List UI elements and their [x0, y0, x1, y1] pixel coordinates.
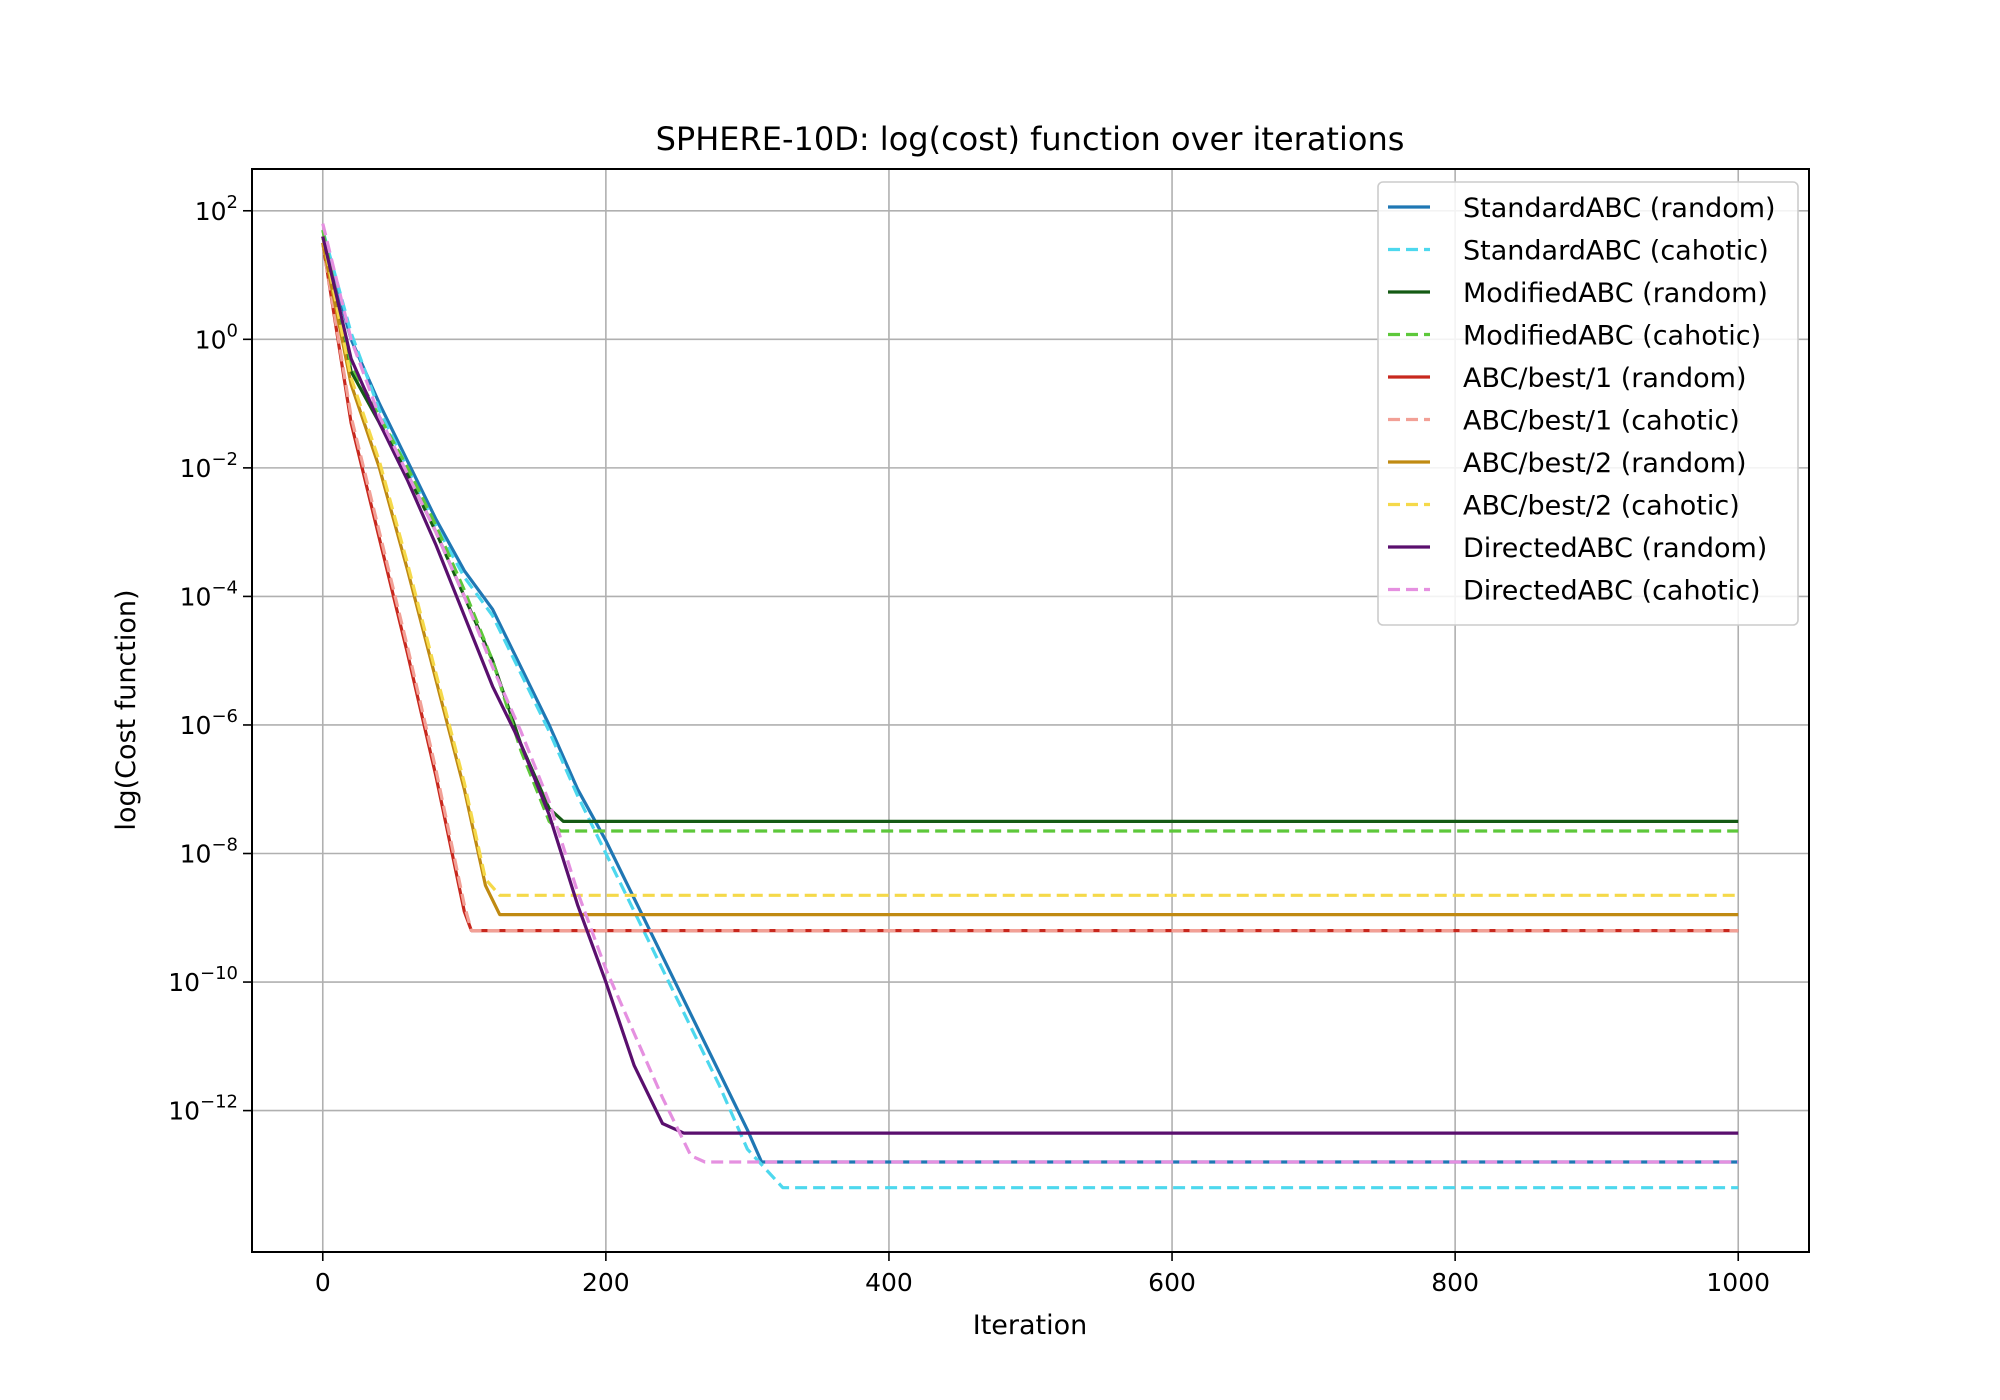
series-line-8 [321, 236, 1739, 1135]
legend-box [1377, 181, 1799, 626]
y-tick-label: 10−4 [180, 577, 238, 611]
legend-label: ModifiedABC (cahotic) [1463, 321, 1761, 352]
legend-label: ABC/best/1 (cahotic) [1463, 406, 1740, 437]
y-axis-label: log(Cost function) [111, 589, 142, 830]
x-tick-label: 600 [1148, 1268, 1196, 1297]
legend-label: ABC/best/2 (random) [1463, 448, 1747, 479]
legend: StandardABC (random) StandardABC (cahotic… [1377, 181, 1799, 626]
y-tick-label: 10−12 [168, 1092, 238, 1126]
y-tick-label: 102 [195, 192, 238, 226]
y-tick-label: 10−6 [180, 706, 238, 740]
series-line-0 [321, 236, 1739, 1164]
x-tick-label: 400 [865, 1268, 913, 1297]
series-line-5 [321, 242, 1739, 933]
x-axis-label: Iteration [973, 1310, 1088, 1341]
chart-title: SPHERE-10D: log(cost) function over iter… [656, 120, 1405, 158]
plot-frame [251, 168, 1810, 1253]
y-tick-label: 10−10 [168, 963, 238, 997]
y-tick-label: 100 [195, 320, 238, 354]
y-tick-label: 10−2 [180, 449, 238, 483]
legend-label: ABC/best/2 (cahotic) [1463, 491, 1740, 522]
legend-label: DirectedABC (random) [1463, 533, 1767, 564]
y-axis: 102 100 10−2 10−4 10−6 10−8 10−10 10−12 [168, 192, 252, 1126]
series-layer [321, 223, 1739, 1190]
x-tick-label: 1000 [1706, 1268, 1770, 1297]
legend-label: ModifiedABC (random) [1463, 278, 1768, 309]
legend-label: StandardABC (cahotic) [1463, 236, 1769, 267]
y-tick-label: 10−8 [180, 835, 238, 869]
legend-label: StandardABC (random) [1463, 193, 1776, 224]
series-line-7 [321, 236, 1739, 897]
legend-label: ABC/best/1 (random) [1463, 363, 1747, 394]
legend-label: DirectedABC (cahotic) [1463, 576, 1761, 607]
x-tick-label: 0 [315, 1268, 331, 1297]
series-line-6 [321, 242, 1739, 917]
x-tick-label: 800 [1431, 1268, 1479, 1297]
x-tick-label: 200 [582, 1268, 630, 1297]
series-line-9 [321, 223, 1739, 1164]
x-axis: 0 200 400 600 800 1000 [315, 1252, 1770, 1297]
